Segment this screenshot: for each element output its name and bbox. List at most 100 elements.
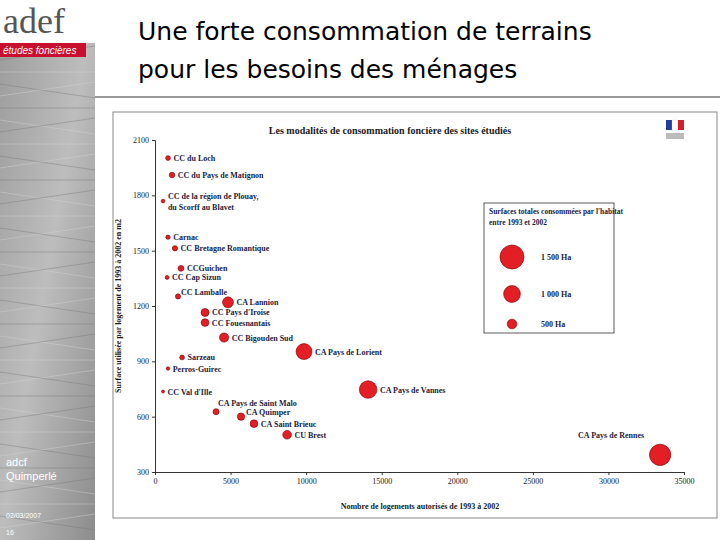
legend-label: 500 Ha [541, 320, 565, 329]
point-label: CA Pays de Lorient [315, 348, 382, 357]
texture-line [0, 190, 95, 204]
point [166, 367, 169, 370]
tick-mark [152, 417, 155, 418]
texture-line [0, 72, 95, 73]
footer-org: adcf Quimperlé [6, 456, 57, 482]
point-label: Perros-Guirec [173, 365, 222, 374]
tick-label: 10000 [297, 477, 317, 486]
point-label: CC de la région de Plouay,du Scorff au B… [168, 192, 259, 212]
point [250, 420, 258, 428]
tick: 1800 [133, 191, 155, 200]
logo-bg [0, 0, 95, 43]
tick-label: 600 [137, 413, 149, 422]
texture-line [0, 504, 95, 505]
tick-label: 0 [154, 477, 158, 486]
point-label-line: du Scorff au Blavet [168, 203, 234, 212]
chart-frame [113, 112, 717, 518]
axis-line [152, 141, 156, 473]
point-label: CA Pays de Saint Malo [218, 399, 297, 408]
tick-label: 2100 [133, 136, 149, 145]
point [166, 156, 171, 161]
point-label: CC Bretagne Romantique [181, 244, 270, 253]
point-label: CC du Loch [173, 154, 215, 163]
texture-line [0, 82, 95, 96]
texture-line [0, 480, 95, 494]
texture-line [0, 408, 95, 422]
point-labels: CC du Loch CC du Pays de Matignon CC de la… [167, 154, 644, 440]
footer-org-line: Quimperlé [6, 470, 57, 482]
y-axis: 3006009001200150018002100 [133, 136, 156, 477]
point-label: CC du Pays de Matignon [178, 171, 264, 180]
sidebar [0, 0, 95, 540]
texture-line [0, 262, 95, 276]
slide: adef études foncières Une forte consommati… [0, 0, 720, 540]
tick-mark [152, 361, 155, 362]
point [296, 344, 312, 360]
point-label: CA Pays de Rennes [578, 431, 644, 440]
tick: 5000 [223, 472, 239, 486]
legend-marker [507, 319, 517, 329]
tick-label: 300 [137, 468, 149, 477]
point-label: Carnac [173, 233, 199, 242]
point-label: CC Bigouden Sud [232, 334, 294, 343]
texture-line [0, 216, 95, 217]
logo: adef [3, 1, 65, 41]
tick-label: 20000 [448, 477, 468, 486]
point [359, 381, 377, 399]
point [180, 355, 185, 360]
texture-line [0, 336, 95, 350]
tick: 0 [154, 472, 158, 486]
texture-line [0, 432, 95, 433]
legend-marker [500, 245, 524, 269]
x-axis-title: Nombre de logements autorisés de 1993 à … [341, 502, 500, 511]
logo-subtitle: études foncières [3, 45, 76, 56]
point-label: Sarzeau [187, 353, 215, 362]
point [201, 308, 209, 316]
icon-red [678, 120, 684, 130]
tick-label: 1800 [133, 191, 149, 200]
texture-line [0, 288, 95, 289]
tick: 1500 [133, 247, 155, 256]
tick-mark [152, 140, 155, 141]
legend-label: 1 500 Ha [541, 253, 571, 262]
icon-white [672, 120, 678, 130]
tick-mark [231, 472, 232, 475]
tick-label: 900 [137, 357, 149, 366]
texture-line [0, 298, 95, 312]
title-rule [95, 97, 720, 98]
point [161, 199, 165, 203]
legend-label: 1 000 Ha [541, 290, 571, 299]
slide-title: Une forte consommation de terrains [138, 17, 592, 46]
tick-mark [306, 472, 307, 475]
tick-mark [152, 195, 155, 196]
y-axis-title: Surface utilisée par logement de 1993 à … [114, 219, 123, 393]
point [172, 246, 177, 251]
tick: 35000 [675, 472, 695, 486]
tick: 900 [137, 357, 155, 366]
footer-date: 02/03/2007 [6, 512, 41, 519]
tick: 20000 [448, 472, 468, 486]
legend-title: Surfaces totales consommées par l'habita… [489, 207, 624, 216]
point-label: CC Pays d'Iroise [212, 308, 270, 317]
footer-org-line: adcf [6, 456, 28, 468]
point [283, 430, 292, 439]
texture-line [0, 144, 95, 145]
tick: 600 [137, 413, 155, 422]
icon-bar [666, 133, 684, 139]
point [201, 319, 209, 327]
point-label: CA Pays de Vannes [380, 386, 446, 395]
x-axis: 05000100001500020000250003000035000 [154, 472, 695, 486]
texture-line [0, 396, 95, 397]
legend-title: entre 1993 et 2002 [489, 218, 547, 227]
texture-line [0, 334, 95, 348]
tick-mark [152, 306, 155, 307]
tick-label: 1500 [133, 247, 149, 256]
tick: 15000 [372, 472, 392, 486]
point-label: CA Lannion [236, 298, 279, 307]
point [213, 409, 219, 415]
texture-line [0, 372, 95, 386]
texture-line [0, 406, 95, 420]
tick-label: 30000 [599, 477, 619, 486]
tick: 30000 [599, 472, 619, 486]
icon-blue [666, 120, 672, 130]
